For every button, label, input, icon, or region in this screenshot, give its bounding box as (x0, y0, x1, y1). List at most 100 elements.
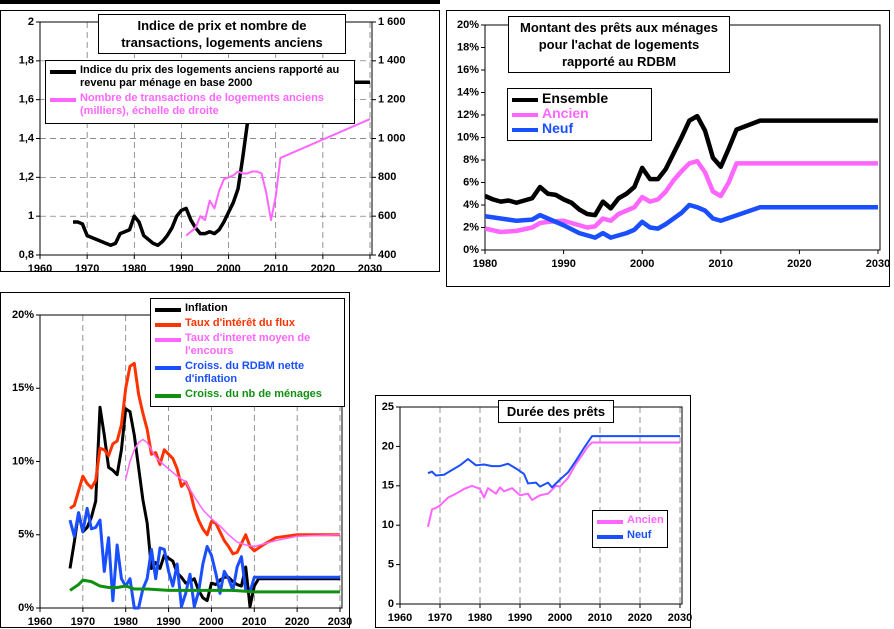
legend-label: Neuf (542, 120, 574, 136)
x-tick-label: 2000 (199, 616, 223, 628)
legend-swatch (512, 98, 538, 102)
series-line (68, 506, 340, 610)
legend-swatch (597, 535, 623, 539)
y-tick-label: 0% (463, 244, 479, 256)
legend-entry: Neuf (597, 529, 663, 542)
legend: Indice du prix des logements anciens rap… (45, 60, 355, 124)
legend-label: Taux d'interet moyen de l'encours (185, 332, 311, 357)
y-tick-label: 2% (463, 221, 479, 233)
x-tick-label: 1990 (169, 263, 193, 275)
legend-label: Croiss. du nb de ménages (185, 388, 322, 400)
legend: Ensemble Ancien Neuf (507, 88, 652, 141)
legend-swatch (50, 98, 76, 102)
legend-entry: Croiss. du nb de ménages (155, 388, 340, 401)
legend-swatch (512, 113, 538, 117)
legend-swatch (155, 323, 181, 327)
x-tick-label: 2020 (311, 263, 335, 275)
legend-label: Inflation (185, 302, 228, 314)
y-tick-label: 0 (388, 598, 394, 610)
y-tick-label: 16% (457, 64, 479, 76)
x-tick-label: 2000 (630, 258, 654, 270)
y-tick-label: 20 (382, 440, 394, 452)
x-tick-label: 2030 (866, 258, 890, 270)
y-tick-label: 6% (463, 176, 479, 188)
y2-tick-label: 1 200 (378, 94, 406, 106)
x-tick-label: 1990 (551, 258, 575, 270)
x-tick-label: 1980 (473, 258, 497, 270)
legend-entry: Taux d'intérêt du flux (155, 317, 340, 330)
x-tick-label: 1980 (468, 612, 492, 624)
y-tick-label: 12% (457, 109, 479, 121)
legend-swatch (155, 366, 181, 370)
y2-tick-label: 1 600 (378, 16, 406, 28)
series-line (427, 441, 680, 528)
x-tick-label: 1970 (71, 616, 95, 628)
chart-title: Indice de prix et nombre de transactions… (98, 14, 346, 54)
x-tick-label: 2010 (263, 263, 287, 275)
chart-title: Durée des prêts (498, 400, 614, 423)
y-tick-label: 20% (457, 19, 479, 31)
x-tick-label: 1980 (113, 616, 137, 628)
y-tick-label: 1,8 (19, 55, 34, 67)
legend-label: Taux d'intérêt du flux (185, 317, 295, 329)
y-tick-label: 8% (463, 154, 479, 166)
x-tick-label: 2000 (548, 612, 572, 624)
y-tick-label: 25 (382, 401, 394, 413)
x-tick-label: 2020 (285, 616, 309, 628)
y2-tick-label: 400 (378, 249, 396, 261)
x-tick-label: 1980 (122, 263, 146, 275)
legend-entry: Ancien (512, 106, 647, 120)
series-line (427, 435, 680, 489)
series-line (124, 438, 341, 548)
top-bar (0, 0, 440, 4)
x-tick-label: 1960 (388, 612, 412, 624)
y-tick-label: 15 (382, 480, 394, 492)
series-line (185, 118, 371, 237)
y-tick-label: 18% (457, 41, 479, 53)
x-tick-label: 1970 (428, 612, 452, 624)
y2-tick-label: 600 (378, 210, 396, 222)
series-line (485, 158, 878, 235)
legend-label: Ensemble (542, 90, 609, 106)
y-tick-label: 5 (388, 559, 394, 571)
legend-label: Ancien (627, 514, 664, 526)
legend-swatch (512, 128, 538, 132)
legend-entry: Ensemble (512, 90, 647, 106)
x-tick-label: 2030 (668, 612, 692, 624)
y2-tick-label: 1 000 (378, 132, 406, 144)
x-tick-label: 1990 (156, 616, 180, 628)
legend-entry: Taux d'interet moyen de l'encours (155, 332, 340, 358)
legend: Ancien Neuf (592, 510, 668, 548)
y-tick-label: 1,4 (19, 132, 35, 144)
legend-entry: Nombre de transactions de logements anci… (50, 92, 350, 118)
legend-swatch (155, 394, 181, 398)
x-tick-label: 2010 (588, 612, 612, 624)
series-line (485, 113, 878, 218)
legend-label: Neuf (627, 529, 652, 541)
series-line (485, 202, 878, 240)
legend-swatch (50, 70, 76, 74)
y-tick-label: 1,2 (19, 171, 34, 183)
x-tick-label: 2010 (709, 258, 733, 270)
y-tick-label: 2 (28, 16, 34, 28)
legend-entry: Neuf (512, 120, 647, 136)
y2-tick-label: 1 400 (378, 55, 406, 67)
chart-title: Montant des prêts aux ménages pour l'ach… (508, 16, 730, 73)
x-tick-label: 1960 (28, 263, 52, 275)
legend-entry: Croiss. du RDBM nette d'inflation (155, 360, 340, 386)
y-tick-label: 10 (382, 519, 394, 531)
x-tick-label: 1990 (508, 612, 532, 624)
y-tick-label: 0% (18, 602, 34, 614)
legend-swatch (597, 520, 623, 524)
x-tick-label: 1960 (28, 616, 52, 628)
legend-swatch (155, 338, 181, 342)
y2-tick-label: 800 (378, 171, 396, 183)
legend-label: Nombre de transactions de logements anci… (80, 92, 324, 117)
y-tick-label: 1,6 (19, 94, 34, 106)
x-tick-label: 2010 (242, 616, 266, 628)
legend: Inflation Taux d'intérêt du flux Taux d'in… (150, 298, 345, 407)
x-tick-label: 2020 (787, 258, 811, 270)
x-tick-label: 1970 (75, 263, 99, 275)
legend-label: Croiss. du RDBM nette d'inflation (185, 360, 305, 385)
